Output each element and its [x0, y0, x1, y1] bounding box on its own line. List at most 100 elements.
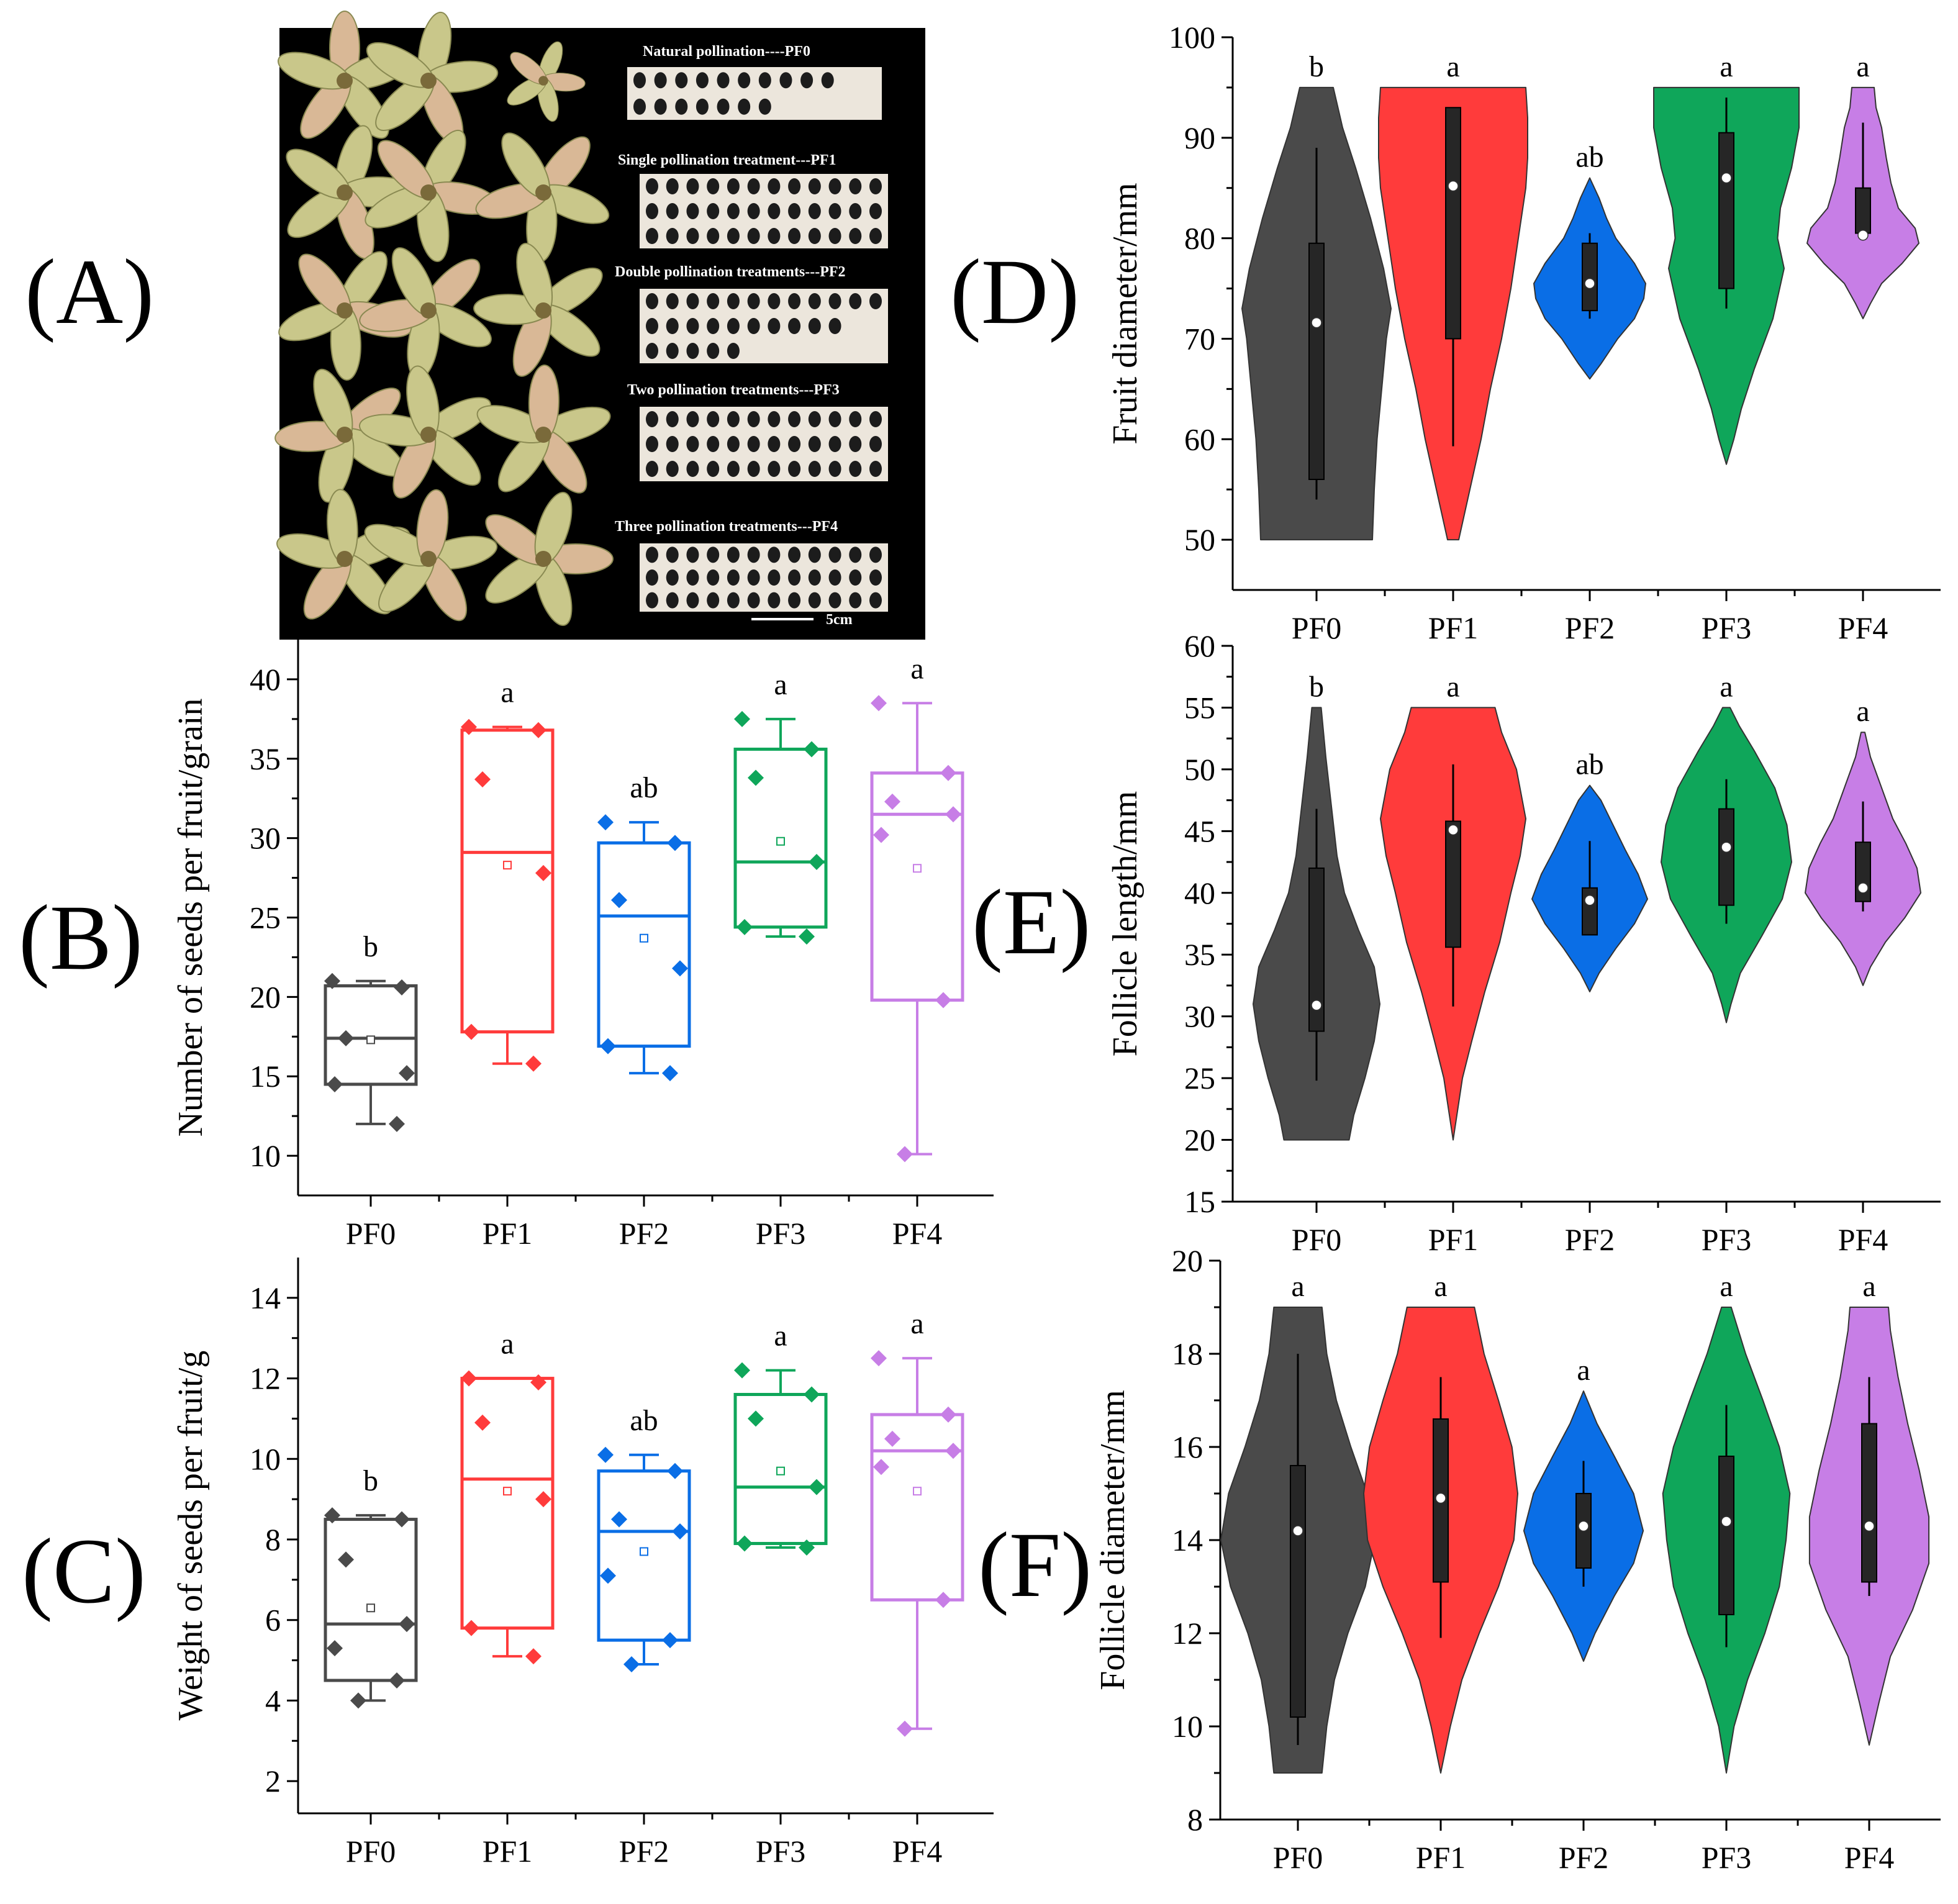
chart-d-fruit-diameter: 50 60 70 80 90 100 PF0 PF1 PF2 PF3 PF4 Fruit diamet… — [1106, 20, 1941, 645]
median-marker — [1578, 1520, 1589, 1532]
fruit — [359, 247, 492, 380]
seed — [727, 318, 740, 334]
seed — [646, 343, 658, 359]
data-point — [884, 793, 900, 810]
x-tick-label: PF1 — [1416, 1840, 1466, 1875]
seed — [696, 98, 709, 115]
significance-label: b — [363, 930, 378, 963]
median-marker — [1721, 841, 1732, 853]
seed — [747, 546, 760, 563]
significance-label: b — [363, 1464, 378, 1497]
data-point — [394, 1511, 410, 1528]
x-tick-label: PF0 — [346, 1834, 396, 1869]
seed — [646, 461, 658, 477]
significance-label: a — [910, 1307, 923, 1340]
y-axis-title: Weight of seeds per fruit/g — [171, 1351, 210, 1721]
data-point — [748, 769, 764, 786]
y-tick-label: 50 — [1184, 752, 1215, 787]
y-tick-label: 40 — [1184, 876, 1215, 910]
y-tick-label: 15 — [250, 1059, 281, 1094]
chart-e-follicle-length: 15 20 25 30 35 40 45 50 55 60 PF0 PF1 PF2 PF3 PF4 Folli… — [1106, 628, 1941, 1257]
y-tick-label: 18 — [1172, 1336, 1203, 1371]
seed — [869, 436, 882, 452]
y-axis-title: Fruit diameter/mm — [1106, 183, 1144, 444]
mean-marker — [366, 1603, 375, 1613]
photo-caption-pf2: Double pollination treatments---PF2 — [615, 264, 846, 280]
chart-f-follicle-diameter: 8 10 12 14 16 18 20 PF0 PF1 PF2 PF3 PF4 Follicle dia… — [1094, 1243, 1941, 1875]
seed — [828, 436, 841, 452]
box-PF1 — [460, 1377, 555, 1630]
y-axis-title: Follicle diameter/mm — [1094, 1390, 1132, 1690]
y-tick-label: 25 — [1184, 1061, 1215, 1095]
seed — [768, 411, 781, 427]
y-tick-label: 30 — [1184, 999, 1215, 1034]
fruit-center — [535, 427, 551, 443]
graph-paper-strip — [640, 289, 888, 363]
mean-marker — [503, 861, 512, 870]
y-tick-label: 10 — [250, 1441, 281, 1476]
seed — [686, 546, 699, 563]
fruit — [278, 11, 412, 139]
seed — [788, 293, 801, 309]
mean-marker — [366, 1035, 375, 1045]
median-marker — [1584, 894, 1595, 906]
seed — [849, 178, 862, 194]
chart-b-seed-number: 10 15 20 25 30 35 40 PF0 PF1 PF2 PF3 PF4 Number of s… — [171, 640, 994, 1251]
violin-box — [1718, 808, 1734, 906]
x-tick-label: PF1 — [483, 1834, 533, 1869]
panel-letter-a: (A) — [25, 240, 154, 343]
median-marker — [1448, 180, 1459, 192]
seed — [747, 411, 760, 427]
box-PF3 — [733, 747, 828, 929]
y-tick-label: 12 — [250, 1361, 281, 1396]
data-point — [611, 892, 627, 909]
seed — [666, 411, 679, 427]
y-tick-label: 20 — [250, 979, 281, 1014]
data-point — [389, 1115, 405, 1132]
y-tick-label: 90 — [1184, 120, 1215, 155]
seed — [828, 411, 841, 427]
x-tick-label: PF3 — [1702, 610, 1752, 645]
scale-bar-label: 5cm — [826, 612, 853, 628]
y-tick-label: 8 — [265, 1522, 281, 1557]
panel-letter-b: (B) — [19, 886, 143, 989]
seed — [727, 461, 740, 477]
seed — [646, 592, 658, 609]
seed — [727, 178, 740, 194]
seed — [828, 178, 841, 194]
seed — [747, 318, 760, 334]
seed — [821, 72, 834, 89]
data-point — [611, 1511, 627, 1528]
panel-letter-d: (D) — [950, 240, 1079, 343]
data-point — [737, 1535, 753, 1552]
graph-paper-strip — [640, 174, 888, 248]
fruit — [473, 242, 603, 377]
data-point — [871, 695, 887, 712]
seed — [768, 203, 781, 219]
y-tick-label: 45 — [1184, 814, 1215, 848]
mean-marker — [776, 836, 785, 846]
median-marker — [1435, 1492, 1446, 1504]
seed — [666, 343, 679, 359]
x-tick-label: PF1 — [1428, 1222, 1479, 1257]
seed — [788, 411, 801, 427]
seed — [707, 546, 720, 563]
y-tick-label: 20 — [1172, 1243, 1203, 1278]
data-point — [935, 1592, 951, 1608]
fruit — [507, 41, 586, 122]
seed — [707, 203, 720, 219]
box-PF4 — [870, 771, 964, 1002]
significance-label: ab — [1575, 748, 1603, 781]
seed — [808, 293, 821, 309]
data-point — [871, 1350, 887, 1367]
seed — [654, 72, 667, 89]
box-PF0 — [324, 1518, 418, 1682]
data-point — [461, 719, 477, 735]
box-PF3 — [733, 1393, 828, 1545]
seed — [788, 592, 801, 609]
seed — [747, 293, 760, 309]
seed — [646, 546, 658, 563]
seed — [869, 546, 882, 563]
data-point — [327, 1640, 343, 1657]
seed — [828, 293, 841, 309]
